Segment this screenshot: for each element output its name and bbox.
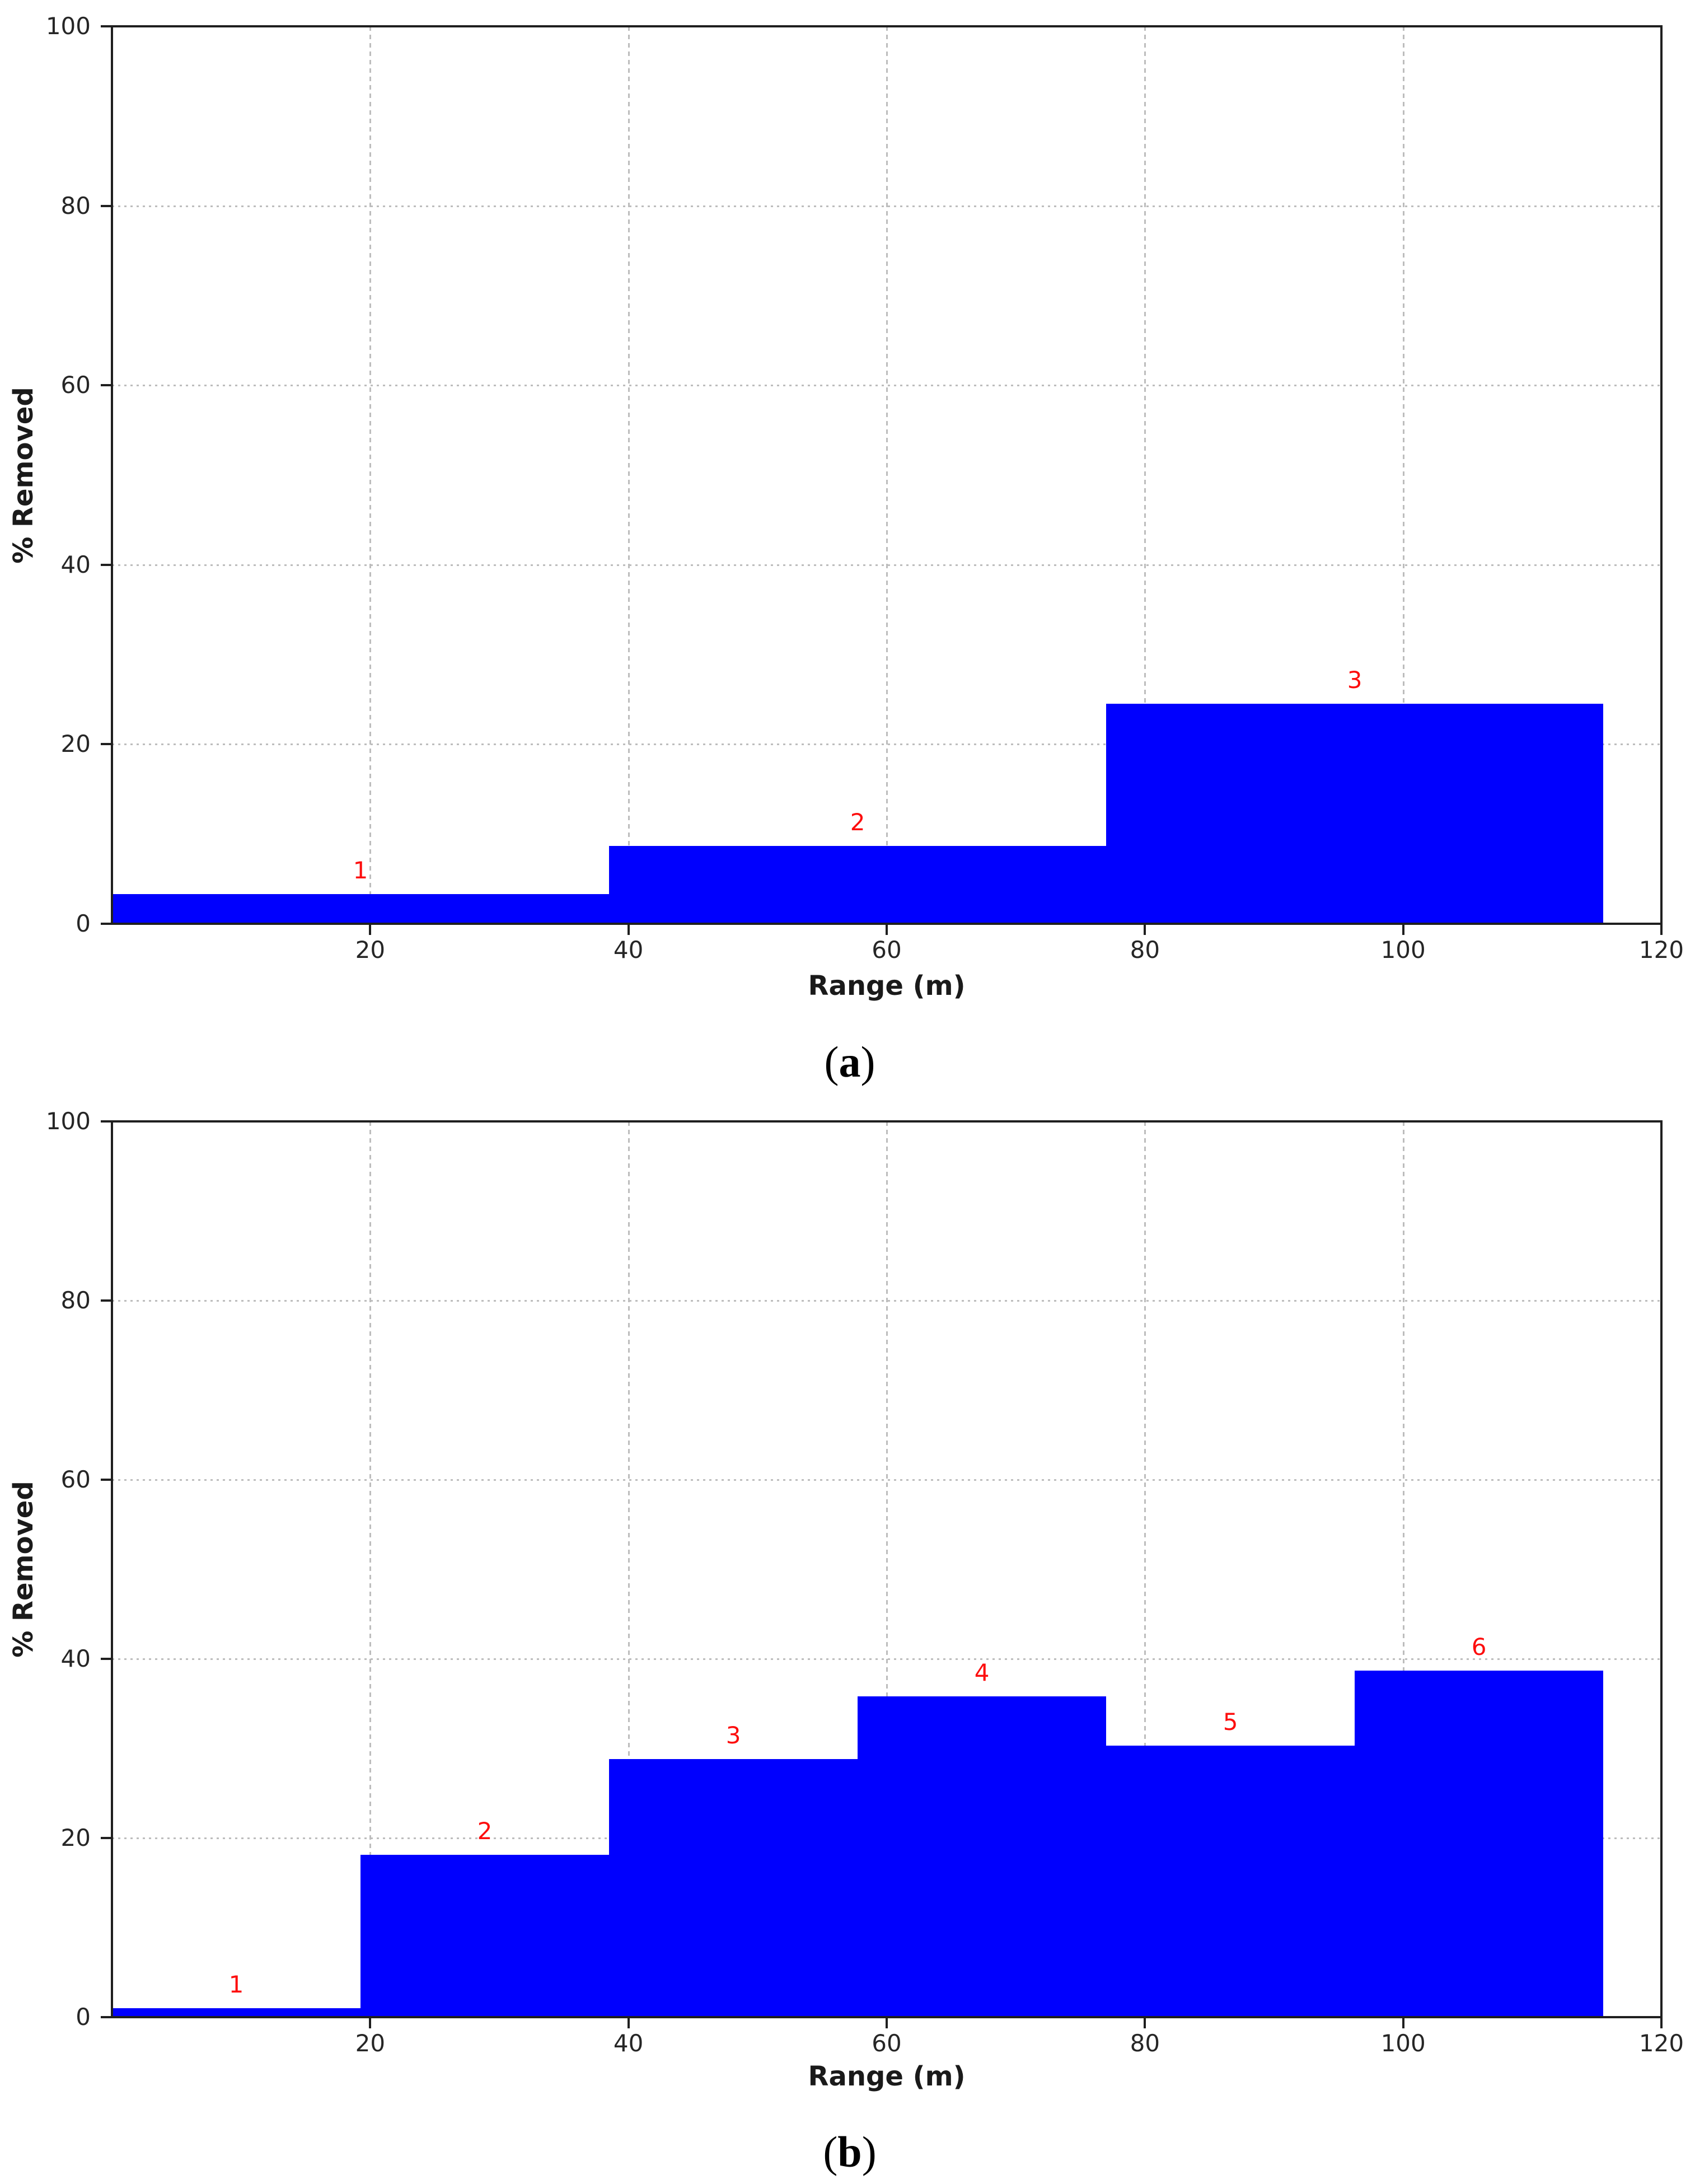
y-tick-mark [101, 743, 111, 746]
bin-count-label: 4 [974, 1659, 990, 1687]
grid-line-vertical [369, 26, 372, 924]
y-axis-label-b: % Removed [8, 1481, 39, 1658]
grid-line-vertical [1144, 26, 1146, 924]
x-tick-label: 80 [1130, 2029, 1160, 2057]
bin-count-label: 3 [1347, 666, 1362, 694]
y-tick-label: 100 [45, 1107, 91, 1135]
y-tick-label: 60 [60, 1466, 91, 1493]
histogram-bar [609, 845, 1107, 924]
x-tick-label: 100 [1380, 936, 1426, 964]
y-tick-label: 40 [60, 1645, 91, 1672]
histogram-bar [609, 1759, 858, 2017]
x-tick-mark [886, 2018, 888, 2028]
grid-line-vertical [886, 26, 888, 924]
y-tick-mark [101, 1658, 111, 1660]
y-tick-mark [101, 1299, 111, 1302]
grid-line-vertical [369, 1121, 372, 2017]
x-tick-label: 60 [872, 936, 902, 964]
y-tick-mark [101, 2016, 111, 2018]
right-spine [1660, 25, 1663, 925]
caption-letter: a [839, 1037, 861, 1086]
histogram-bar [360, 1855, 610, 2017]
bottom-spine [111, 2016, 1663, 2018]
y-tick-mark [101, 1837, 111, 1839]
x-tick-label: 120 [1638, 936, 1684, 964]
grid-line-vertical [1402, 1121, 1404, 2017]
caption-paren-close: ) [861, 2127, 877, 2176]
y-tick-mark [101, 1120, 111, 1123]
bottom-spine [111, 923, 1663, 925]
x-tick-mark [369, 2018, 372, 2028]
histogram-bar [1355, 1670, 1604, 2017]
grid-line-vertical [628, 26, 630, 924]
x-tick-label: 20 [355, 936, 386, 964]
x-tick-label: 20 [355, 2029, 386, 2057]
x-tick-mark [1402, 925, 1404, 935]
x-tick-label: 60 [872, 2029, 902, 2057]
y-tick-label: 100 [45, 12, 91, 40]
y-tick-label: 0 [76, 2003, 91, 2031]
x-tick-label: 40 [613, 2029, 644, 2057]
panel-caption-b: (b) [823, 2127, 876, 2177]
x-tick-mark [1660, 2018, 1663, 2028]
histogram-bar [112, 894, 610, 924]
top-spine [111, 1120, 1663, 1123]
bin-count-label: 6 [1471, 1633, 1487, 1661]
x-tick-mark [1144, 925, 1146, 935]
grid-line-vertical [1144, 1121, 1146, 2017]
x-axis-label-a: Range (m) [808, 970, 966, 1002]
bin-count-label: 2 [477, 1817, 493, 1845]
grid-line-vertical [886, 1121, 888, 2017]
x-tick-mark [1144, 2018, 1146, 2028]
bin-count-label: 5 [1223, 1708, 1238, 1736]
bin-count-label: 3 [725, 1722, 741, 1750]
x-tick-label: 40 [613, 936, 644, 964]
x-tick-mark [1402, 2018, 1404, 2028]
panel-caption-a: (a) [825, 1037, 875, 1087]
caption-letter: b [837, 2127, 862, 2176]
y-tick-label: 0 [76, 910, 91, 937]
top-spine [111, 25, 1663, 27]
y-tick-mark [101, 1479, 111, 1481]
x-tick-label: 80 [1130, 936, 1160, 964]
histogram-bar [858, 1696, 1107, 2017]
y-tick-mark [101, 204, 111, 207]
left-spine [111, 1120, 113, 2018]
y-tick-mark [101, 563, 111, 566]
x-tick-mark [369, 925, 372, 935]
y-tick-label: 80 [60, 1287, 91, 1314]
y-tick-label: 20 [60, 1824, 91, 1851]
grid-line-vertical [1402, 26, 1404, 924]
bin-count-label: 1 [228, 1971, 244, 1998]
y-tick-mark [101, 384, 111, 387]
caption-paren-open: ( [824, 1037, 839, 1086]
x-tick-label: 100 [1380, 2029, 1426, 2057]
grid-line-vertical [628, 1121, 630, 2017]
bin-count-label: 1 [353, 857, 368, 885]
x-tick-label: 120 [1638, 2029, 1684, 2057]
caption-paren-close: ) [860, 1037, 875, 1086]
histogram-bar [1106, 1746, 1355, 2017]
x-tick-mark [886, 925, 888, 935]
y-tick-label: 40 [60, 550, 91, 578]
histogram-bar [1106, 704, 1604, 924]
x-tick-mark [1660, 925, 1663, 935]
caption-paren-open: ( [823, 2127, 838, 2176]
histogram-bar [112, 2008, 361, 2017]
bin-count-label: 2 [850, 808, 865, 836]
x-axis-label-b: Range (m) [808, 2061, 966, 2092]
x-tick-mark [627, 925, 630, 935]
left-spine [111, 25, 113, 925]
right-spine [1660, 1120, 1663, 2018]
y-tick-label: 60 [60, 371, 91, 399]
y-tick-mark [101, 923, 111, 925]
y-tick-label: 20 [60, 730, 91, 758]
y-tick-mark [101, 25, 111, 27]
y-tick-label: 80 [60, 191, 91, 219]
x-tick-mark [627, 2018, 630, 2028]
